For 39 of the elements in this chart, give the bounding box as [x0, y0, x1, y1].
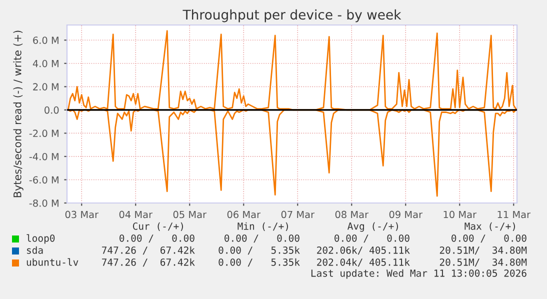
y-tick-label: 6.0 M [33, 36, 58, 44]
y-tick-label: 4.0 M [32, 60, 58, 68]
x-tick-label: 11 Mar [498, 210, 531, 218]
y-tick-label: 0.0 [44, 106, 59, 114]
y-tick-label: -8.0 M [29, 199, 58, 207]
x-tick-label: 03 Mar [65, 210, 99, 218]
x-tick-label: 04 Mar [119, 210, 153, 218]
y-tick-label: -4.0 M [29, 152, 58, 160]
x-tick-label: 10 Mar [444, 210, 477, 218]
chart-title: Throughput per device - by week [182, 9, 402, 22]
text: 0.00 / 0.00 [120, 234, 194, 243]
x-tick-label: 05 Mar [173, 210, 207, 218]
text: 0.00 / 0.00 [334, 234, 410, 243]
text: Last update: Wed Mar 11 13:00:05 2026 [311, 269, 526, 279]
text: 0.00 / 0.00 [452, 234, 526, 243]
text: 747.26 / 67.42k [102, 246, 195, 255]
y-axis-title: Bytes/second read (-) / write (+) [13, 30, 24, 198]
text: 20.51M/ 34.80M [440, 246, 527, 255]
y-tick-label: -6.0 M [29, 176, 58, 184]
text: Avg (-/+) [348, 222, 398, 232]
x-tick-label: 08 Mar [335, 210, 369, 218]
text: Cur (-/+) [132, 222, 183, 231]
text: 20.51M/ 34.80M [440, 258, 527, 267]
text: 747.26 / 67.42k [102, 258, 195, 267]
y-tick-label: 2.0 M [33, 83, 58, 90]
text: 0.00 / 0.00 [224, 234, 300, 243]
legend-label: ubuntu-lv [26, 258, 78, 266]
legend-label: sda [27, 246, 43, 254]
x-tick-label: 06 Mar [227, 210, 261, 218]
y-tick-label: -2.0 M [29, 130, 58, 138]
x-tick-label: 07 Mar [281, 210, 315, 218]
text: Max (-/+) [464, 222, 515, 231]
text: 202.04k/ 405.11k [317, 258, 410, 267]
text: Min (-/+) [238, 222, 288, 231]
text: 0.00 / 5.35k [218, 258, 300, 267]
text: 0.00 / 5.35k [218, 246, 300, 255]
legend-label: loop0 [26, 234, 55, 244]
x-tick-label: 09 Mar [389, 210, 423, 218]
text: 202.06k/ 405.11k [317, 246, 410, 255]
